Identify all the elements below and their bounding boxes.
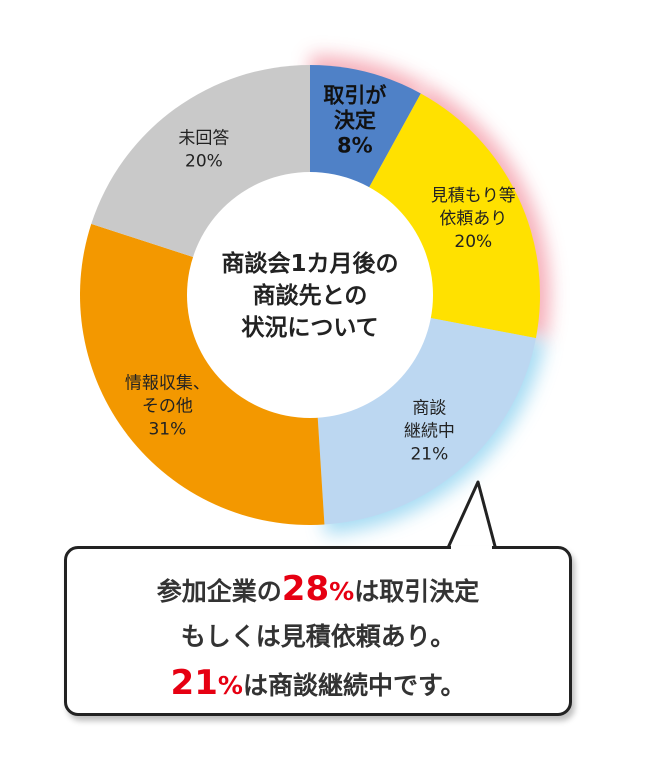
slice-未回答-label: 未回答 20% <box>178 128 229 171</box>
callout-line-2: もしくは見積依頼あり。 <box>180 622 456 651</box>
slice-情報収集その他-label: 情報収集、その他 31% <box>125 374 210 440</box>
callout-percent-21: 21 <box>170 663 218 703</box>
slice-取引が決定-label: 取引が決定 8% <box>323 84 386 158</box>
slice-商談継続中-label: 商談継続中 21% <box>404 398 455 464</box>
slice-見積もり等依頼あり-label: 見積もり等依頼あり 20% <box>431 186 516 252</box>
callout-pointer-joint <box>451 546 492 552</box>
callout-line-1: 参加企業の28%は取引決定 <box>156 569 480 609</box>
donut-hole <box>187 172 433 418</box>
summary-callout: 参加企業の28%は取引決定 もしくは見積依頼あり。 21%は商談継続中です。 <box>64 546 572 716</box>
chart-title: 商談会1カ月後の商談先との状況について <box>221 250 398 341</box>
callout-percent-28: 28 <box>281 569 330 609</box>
callout-pointer <box>445 480 498 552</box>
callout-line-3: 21%は商談継続中です。 <box>170 663 466 703</box>
